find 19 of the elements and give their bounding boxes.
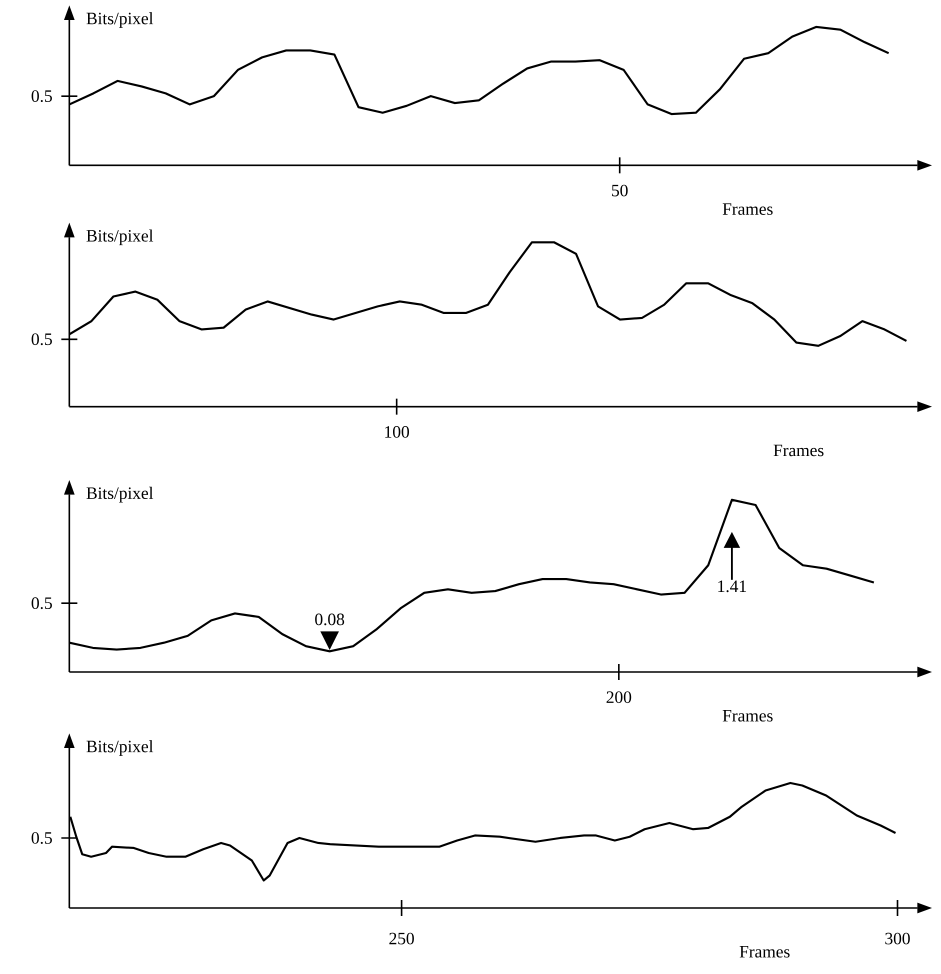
annotation: 0.08: [315, 614, 344, 626]
y-axis-title: Bits/pixel: [86, 486, 154, 503]
text: 0.5: [32, 333, 52, 346]
text: 50: [612, 184, 628, 196]
text: 0.5: [32, 90, 52, 102]
y-axis-title: Bits/pixel: [86, 12, 154, 28]
x-axis-title: Frames: [740, 946, 790, 958]
x-tick-label: 250: [389, 932, 414, 944]
x-axis-title: Frames: [722, 203, 773, 215]
text: 200: [606, 691, 632, 704]
x-axis-title: Frames: [774, 444, 824, 456]
text: 0.5: [32, 832, 52, 844]
y-axis-title: Bits/pixel: [86, 229, 154, 246]
x-tick-label: 300: [885, 932, 910, 944]
x-axis-title: Frames: [722, 710, 773, 722]
annotation: 1.41: [718, 580, 746, 592]
text: 0.5: [32, 597, 52, 610]
y-axis-title: Bits/pixel: [86, 740, 154, 756]
text: 100: [385, 426, 410, 438]
